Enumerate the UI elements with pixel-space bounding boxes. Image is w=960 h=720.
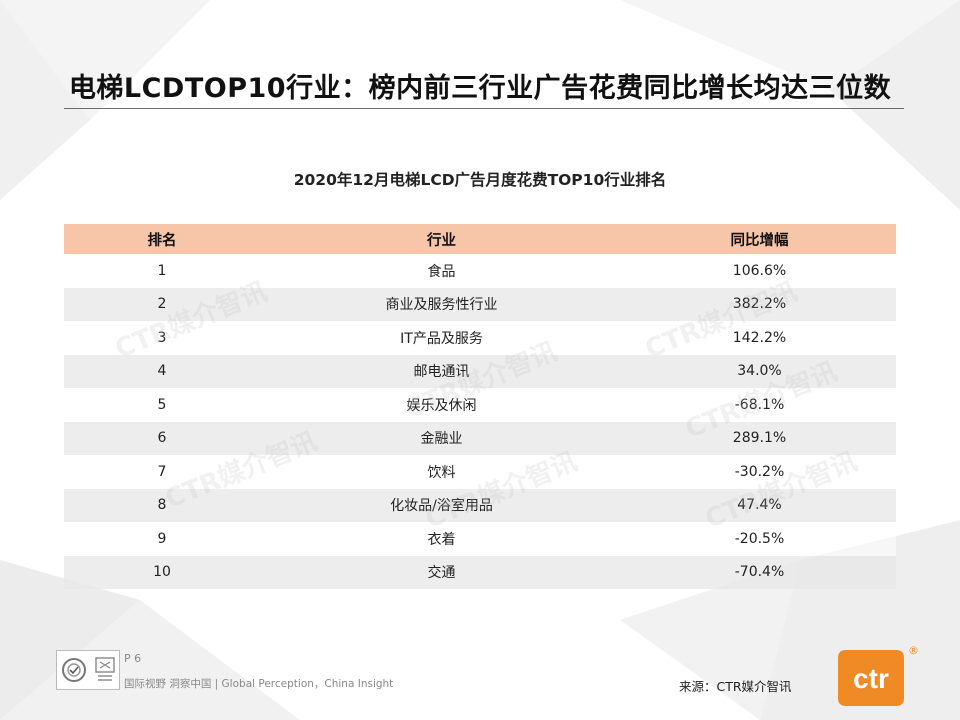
source-note: 来源：CTR媒介智讯: [679, 679, 792, 694]
table-row: 10 交通 -70.4%: [64, 555, 896, 589]
header-yoy: 同比增幅: [623, 224, 896, 254]
page-number: P 6: [124, 652, 142, 665]
industry-cell: 食品: [260, 254, 623, 288]
ranking-table: 排名 行业 同比增幅 1 食品 106.6% 2 商业及服务性行业 382.2%…: [64, 224, 896, 589]
industry-cell: 衣着: [260, 522, 623, 556]
ctr-logo-text: ctr: [853, 663, 889, 694]
accreditation-mark-icon: [94, 657, 115, 681]
industry-cell: 化妆品/浴室用品: [260, 488, 623, 522]
title-divider: [64, 108, 904, 109]
table-row: 5 娱乐及休闲 -68.1%: [64, 388, 896, 422]
yoy-cell: -30.2%: [623, 455, 896, 489]
yoy-cell: 142.2%: [623, 321, 896, 355]
rank-cell: 7: [64, 455, 260, 489]
table-row: 8 化妆品/浴室用品 47.4%: [64, 488, 896, 522]
rank-cell: 5: [64, 388, 260, 422]
table-row: 6 金融业 289.1%: [64, 421, 896, 455]
certification-logos: [56, 650, 120, 690]
table-row: 1 食品 106.6%: [64, 254, 896, 288]
table-header-row: 排名 行业 同比增幅: [64, 224, 896, 254]
rank-cell: 4: [64, 354, 260, 388]
table-row: 4 邮电通讯 34.0%: [64, 354, 896, 388]
table-row: 7 饮料 -30.2%: [64, 455, 896, 489]
yoy-cell: 47.4%: [623, 488, 896, 522]
rank-cell: 10: [64, 555, 260, 589]
industry-cell: 娱乐及休闲: [260, 388, 623, 422]
rank-cell: 3: [64, 321, 260, 355]
yoy-cell: 382.2%: [623, 287, 896, 321]
industry-cell: 金融业: [260, 421, 623, 455]
ctr-logo-icon: ctr: [838, 650, 904, 706]
industry-cell: 交通: [260, 555, 623, 589]
rank-cell: 2: [64, 287, 260, 321]
certification-seal-icon: [61, 658, 86, 682]
footer-tagline: 国际视野 洞察中国 | Global Perception，China Insi…: [124, 678, 394, 690]
table-row: 2 商业及服务性行业 382.2%: [64, 287, 896, 321]
table-row: 9 衣着 -20.5%: [64, 522, 896, 556]
rank-cell: 1: [64, 254, 260, 288]
industry-cell: 饮料: [260, 455, 623, 489]
header-industry: 行业: [260, 224, 623, 254]
yoy-cell: 106.6%: [623, 254, 896, 288]
header-rank: 排名: [64, 224, 260, 254]
table-title: 2020年12月电梯LCD广告月度花费TOP10行业排名: [293, 171, 667, 189]
slide-title: 电梯LCDTOP10行业：榜内前三行业广告花费同比增长均达三位数: [68, 73, 892, 104]
yoy-cell: -70.4%: [623, 555, 896, 589]
yoy-cell: 34.0%: [623, 354, 896, 388]
rank-cell: 9: [64, 522, 260, 556]
table-row: 3 IT产品及服务 142.2%: [64, 321, 896, 355]
rank-cell: 8: [64, 488, 260, 522]
rank-cell: 6: [64, 421, 260, 455]
industry-cell: 邮电通讯: [260, 354, 623, 388]
yoy-cell: -68.1%: [623, 388, 896, 422]
industry-cell: IT产品及服务: [260, 321, 623, 355]
registered-mark: ®: [908, 644, 919, 657]
yoy-cell: -20.5%: [623, 522, 896, 556]
yoy-cell: 289.1%: [623, 421, 896, 455]
industry-cell: 商业及服务性行业: [260, 287, 623, 321]
